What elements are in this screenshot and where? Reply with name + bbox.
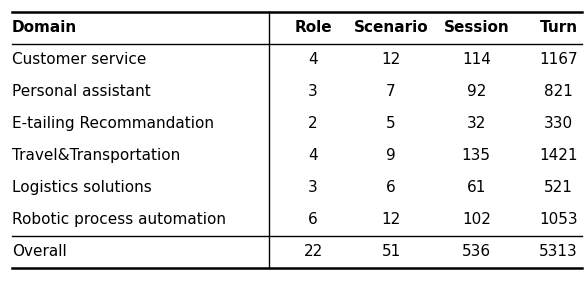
Text: 12: 12 — [382, 212, 400, 227]
Text: 821: 821 — [544, 84, 573, 99]
Text: 536: 536 — [462, 244, 491, 259]
Text: 2: 2 — [308, 116, 318, 131]
Text: 3: 3 — [308, 180, 318, 195]
Text: 521: 521 — [544, 180, 573, 195]
Text: 32: 32 — [467, 116, 486, 131]
Text: Robotic process automation: Robotic process automation — [12, 212, 226, 227]
Text: Domain: Domain — [12, 20, 77, 35]
Text: 5: 5 — [386, 116, 396, 131]
Text: 92: 92 — [467, 84, 486, 99]
Text: Overall: Overall — [12, 244, 66, 259]
Text: E-tailing Recommandation: E-tailing Recommandation — [12, 116, 214, 131]
Text: Turn: Turn — [540, 20, 577, 35]
Text: Scenario: Scenario — [354, 20, 428, 35]
Text: 5313: 5313 — [539, 244, 578, 259]
Text: Role: Role — [295, 20, 332, 35]
Text: 4: 4 — [308, 52, 318, 67]
Text: 6: 6 — [386, 180, 396, 195]
Text: 6: 6 — [308, 212, 318, 227]
Text: 330: 330 — [544, 116, 573, 131]
Text: 4: 4 — [308, 148, 318, 163]
Text: 7: 7 — [386, 84, 396, 99]
Text: 3: 3 — [308, 84, 318, 99]
Text: Logistics solutions: Logistics solutions — [12, 180, 152, 195]
Text: 9: 9 — [386, 148, 396, 163]
Text: 61: 61 — [467, 180, 486, 195]
Text: Customer service: Customer service — [12, 52, 146, 67]
Text: 114: 114 — [462, 52, 491, 67]
Text: Travel&Transportation: Travel&Transportation — [12, 148, 180, 163]
Text: Session: Session — [443, 20, 509, 35]
Text: 22: 22 — [303, 244, 323, 259]
Text: 1053: 1053 — [539, 212, 578, 227]
Text: 1167: 1167 — [539, 52, 578, 67]
Text: 12: 12 — [382, 52, 400, 67]
Text: 135: 135 — [462, 148, 491, 163]
Text: 1421: 1421 — [539, 148, 578, 163]
Text: 51: 51 — [382, 244, 400, 259]
Text: Personal assistant: Personal assistant — [12, 84, 151, 99]
Text: 102: 102 — [462, 212, 491, 227]
